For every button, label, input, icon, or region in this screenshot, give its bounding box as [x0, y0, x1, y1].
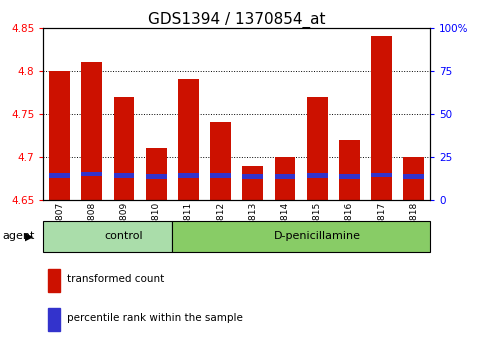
Bar — [49, 174, 70, 178]
Bar — [146, 148, 167, 200]
Bar — [178, 174, 199, 178]
Text: ▶: ▶ — [25, 231, 34, 241]
Text: agent: agent — [2, 231, 35, 241]
Bar — [339, 140, 360, 200]
Bar — [178, 79, 199, 200]
Bar — [81, 62, 102, 200]
Bar — [48, 269, 60, 292]
Bar — [274, 174, 296, 179]
Bar — [403, 157, 424, 200]
Bar — [274, 157, 296, 200]
Bar — [371, 172, 392, 177]
Text: control: control — [105, 231, 143, 241]
Bar — [339, 174, 360, 179]
Text: percentile rank within the sample: percentile rank within the sample — [67, 313, 243, 323]
Text: transformed count: transformed count — [67, 274, 164, 284]
Bar — [242, 166, 263, 200]
Bar — [114, 174, 134, 178]
Bar — [307, 97, 327, 200]
Bar — [114, 97, 134, 200]
Bar — [371, 36, 392, 200]
Bar — [307, 174, 327, 178]
Bar — [172, 221, 430, 252]
Bar — [146, 174, 167, 179]
Bar — [49, 71, 70, 200]
Bar — [403, 174, 424, 179]
Bar — [210, 122, 231, 200]
Title: GDS1394 / 1370854_at: GDS1394 / 1370854_at — [148, 11, 326, 28]
Bar — [48, 308, 60, 331]
Text: D-penicillamine: D-penicillamine — [274, 231, 361, 241]
Bar — [210, 174, 231, 178]
Bar — [43, 221, 172, 252]
Bar — [242, 174, 263, 179]
Bar — [81, 172, 102, 176]
